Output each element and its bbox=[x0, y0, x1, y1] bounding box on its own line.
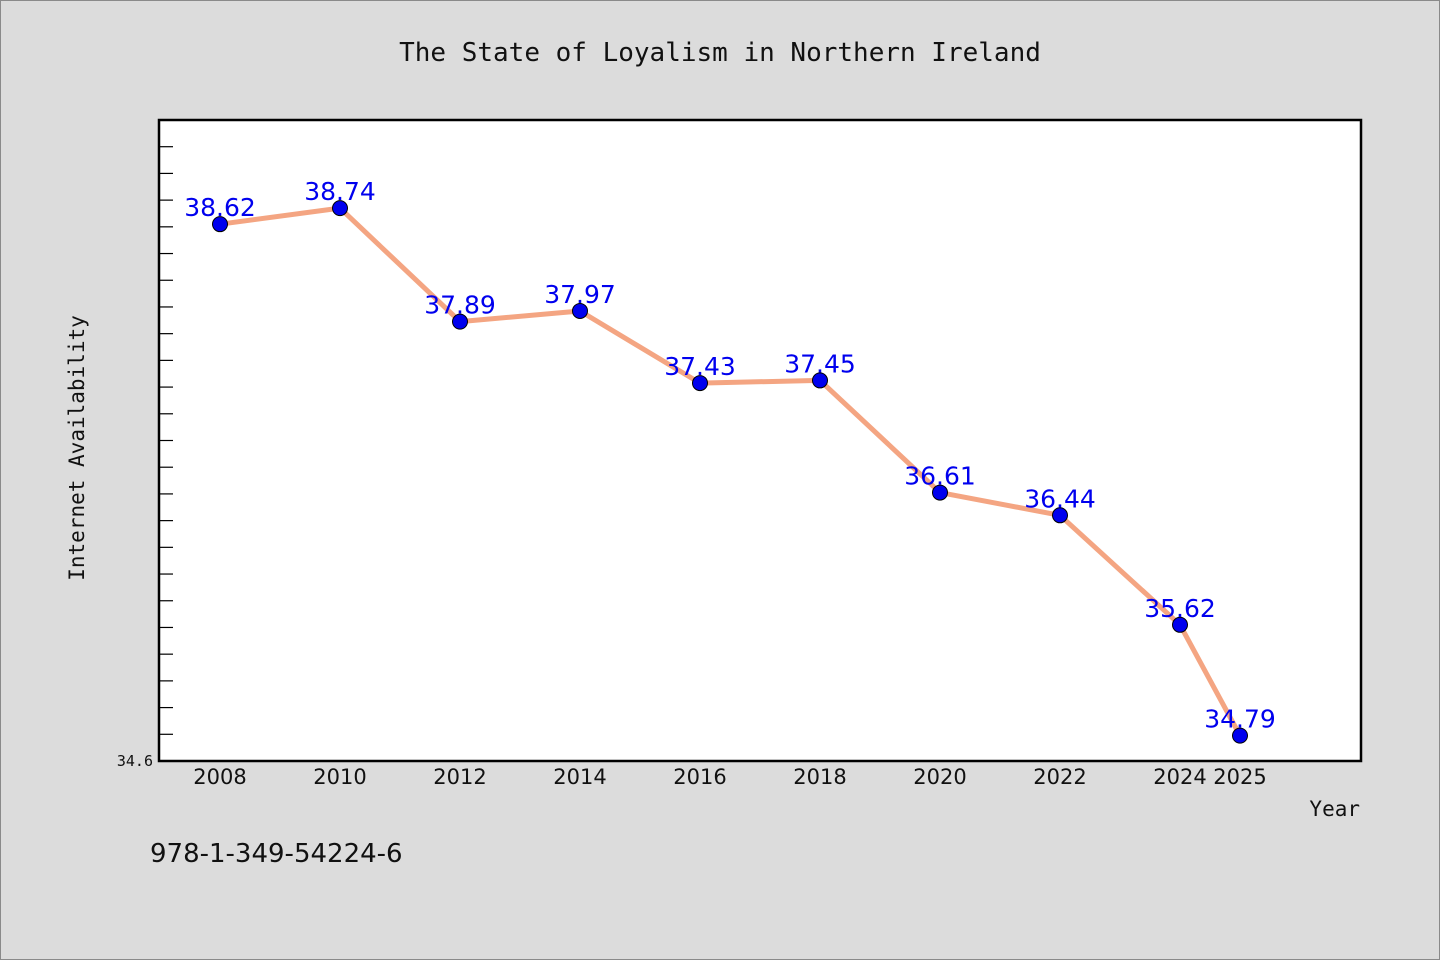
data-point bbox=[1052, 507, 1068, 524]
plot-area bbox=[157, 118, 1363, 763]
y-tick-label: 34.6 bbox=[117, 752, 153, 770]
data-label: 34.79 bbox=[1204, 705, 1276, 734]
x-tick-label: 2024 bbox=[1153, 765, 1206, 789]
data-point bbox=[212, 216, 228, 233]
data-point bbox=[812, 372, 828, 389]
data-point bbox=[1172, 616, 1188, 633]
data-label: 37.43 bbox=[664, 352, 736, 381]
x-tick-label: 2008 bbox=[193, 765, 246, 789]
data-labels: 38.62 38.74 37.89 37.97 37.43 37.45 36.61 36.44… bbox=[184, 177, 1276, 733]
series-line bbox=[217, 205, 1243, 739]
x-tick-label: 2022 bbox=[1033, 765, 1086, 789]
data-point bbox=[1232, 727, 1248, 744]
data-label: 37.45 bbox=[784, 349, 856, 378]
y-axis-ticks bbox=[159, 146, 173, 735]
x-tick-label: 2025 bbox=[1213, 765, 1266, 789]
x-tick-label: 2020 bbox=[913, 765, 966, 789]
chart-title: The State of Loyalism in Northern Irelan… bbox=[399, 38, 1041, 68]
data-label: 36.61 bbox=[904, 462, 976, 491]
data-label: 38.62 bbox=[184, 193, 256, 222]
data-point bbox=[932, 484, 948, 501]
x-tick-label: 2018 bbox=[793, 765, 846, 789]
data-point bbox=[452, 313, 468, 330]
x-tick-label: 2016 bbox=[673, 765, 726, 789]
x-axis-tick-labels: 2008 2010 2012 2014 2016 2018 2020 2022 2024 2025 bbox=[193, 765, 1266, 789]
footnote-isbn: 978-1-349-54224-6 bbox=[150, 839, 403, 869]
data-label: 37.89 bbox=[424, 291, 496, 320]
data-point bbox=[692, 375, 708, 392]
data-label: 38.74 bbox=[304, 177, 376, 206]
x-tick-label: 2014 bbox=[553, 765, 606, 789]
data-markers bbox=[212, 200, 1248, 744]
data-label: 37.97 bbox=[544, 280, 616, 309]
x-axis-label: Year bbox=[1309, 797, 1360, 821]
x-tick-label: 2010 bbox=[313, 765, 366, 789]
data-label: 35.62 bbox=[1144, 594, 1216, 623]
data-point bbox=[572, 302, 588, 319]
data-point bbox=[332, 200, 348, 217]
y-axis-tick-labels: 34.6 bbox=[117, 752, 153, 770]
y-axis-label: Internet Availability bbox=[65, 315, 89, 581]
x-tick-label: 2012 bbox=[433, 765, 486, 789]
data-label: 36.44 bbox=[1024, 484, 1096, 513]
